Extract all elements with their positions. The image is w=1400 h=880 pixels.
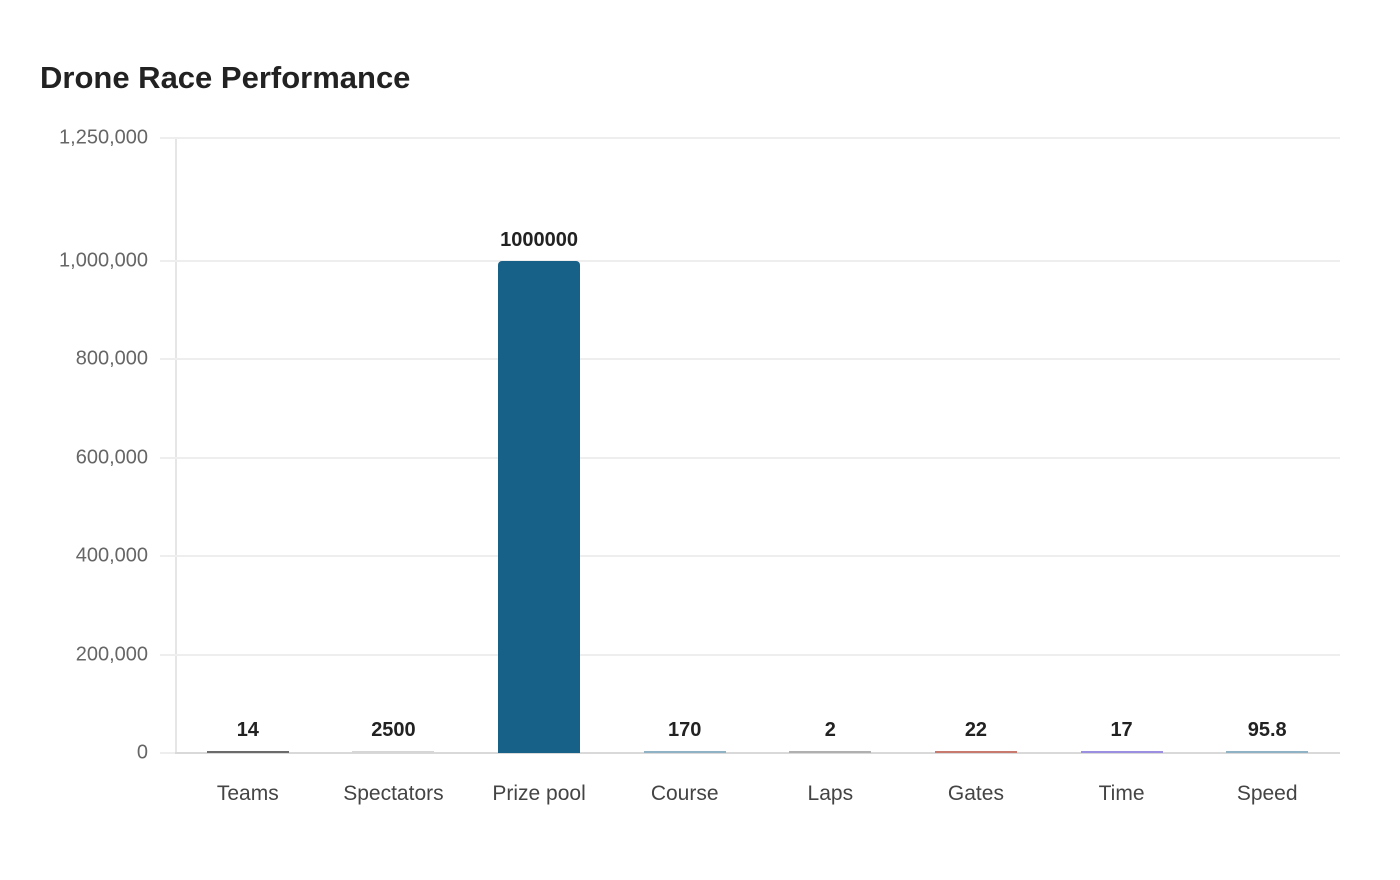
bar-speed[interactable]	[1226, 751, 1309, 753]
x-tick-label: Laps	[807, 782, 854, 805]
x-axis-line	[175, 752, 1340, 754]
bar-time[interactable]	[1080, 751, 1163, 753]
x-tick-label: Time	[1098, 782, 1145, 805]
value-label: 170	[668, 719, 702, 741]
x-tick-label: Gates	[947, 782, 1004, 805]
bar-spectators[interactable]	[352, 751, 435, 753]
bar-gates[interactable]	[934, 751, 1017, 753]
value-label: 2500	[371, 719, 416, 741]
y-tick-label: 200,000	[75, 643, 148, 666]
y-tick-label: 1,000,000	[59, 249, 148, 272]
bar-prize-pool[interactable]	[498, 261, 581, 753]
chart-title: Drone Race Performance	[40, 60, 411, 95]
value-label: 14	[236, 719, 259, 741]
x-tick-label: Spectators	[343, 782, 444, 805]
y-tick-label: 800,000	[75, 347, 148, 370]
gridline	[160, 555, 1340, 558]
gridline	[160, 358, 1340, 361]
y-tick-label: 0	[136, 741, 148, 764]
bar-laps[interactable]	[789, 751, 872, 753]
gridline	[160, 456, 1340, 459]
value-label: 22	[964, 719, 988, 741]
gridline	[160, 137, 1340, 139]
y-tick-label: 600,000	[75, 446, 148, 469]
x-tick-label: Speed	[1236, 782, 1298, 805]
y-tick-label: 1,250,000	[59, 126, 148, 149]
bar-course[interactable]	[643, 751, 726, 753]
x-tick-label: Teams	[216, 782, 279, 805]
gridline	[160, 653, 1340, 656]
x-tick-label: Course	[650, 782, 719, 805]
gridline	[160, 260, 1340, 262]
x-tick-label: Prize pool	[492, 782, 586, 805]
y-tick-label: 400,000	[75, 544, 148, 567]
value-label: 17	[1110, 719, 1133, 741]
y-axis-line	[175, 138, 177, 754]
value-label: 95.8	[1247, 719, 1287, 741]
value-label: 2	[824, 719, 836, 741]
value-label: 1000000	[500, 229, 578, 251]
bar-teams[interactable]	[206, 751, 289, 753]
